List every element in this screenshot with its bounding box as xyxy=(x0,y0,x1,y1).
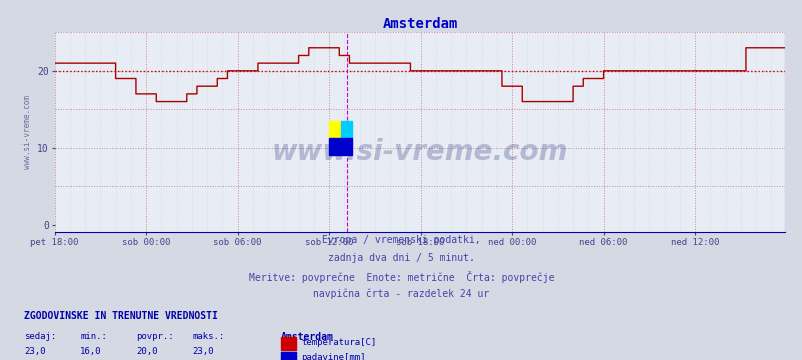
Text: padavine[mm]: padavine[mm] xyxy=(301,353,365,360)
Text: www.si-vreme.com: www.si-vreme.com xyxy=(22,95,32,169)
Text: Meritve: povprečne  Enote: metrične  Črta: povprečje: Meritve: povprečne Enote: metrične Črta:… xyxy=(249,271,553,283)
Text: Evropa / vremenski podatki,: Evropa / vremenski podatki, xyxy=(322,235,480,245)
Text: 23,0: 23,0 xyxy=(24,347,46,356)
Bar xyxy=(340,121,351,138)
Text: navpična črta - razdelek 24 ur: navpična črta - razdelek 24 ur xyxy=(313,288,489,299)
Title: Amsterdam: Amsterdam xyxy=(382,17,457,31)
Text: zadnja dva dni / 5 minut.: zadnja dva dni / 5 minut. xyxy=(328,253,474,263)
Text: sedaj:: sedaj: xyxy=(24,332,56,341)
Text: temperatura[C]: temperatura[C] xyxy=(301,338,376,347)
Text: min.:: min.: xyxy=(80,332,107,341)
Bar xyxy=(281,352,295,360)
Text: 23,0: 23,0 xyxy=(192,347,214,356)
Text: 20,0: 20,0 xyxy=(136,347,158,356)
Bar xyxy=(329,138,351,156)
Text: 16,0: 16,0 xyxy=(80,347,102,356)
Text: ZGODOVINSKE IN TRENUTNE VREDNOSTI: ZGODOVINSKE IN TRENUTNE VREDNOSTI xyxy=(24,311,217,321)
Text: Amsterdam: Amsterdam xyxy=(281,332,334,342)
Text: maks.:: maks.: xyxy=(192,332,225,341)
Bar xyxy=(281,337,295,350)
Text: www.si-vreme.com: www.si-vreme.com xyxy=(271,138,568,166)
Bar xyxy=(329,121,340,138)
Text: povpr.:: povpr.: xyxy=(136,332,174,341)
